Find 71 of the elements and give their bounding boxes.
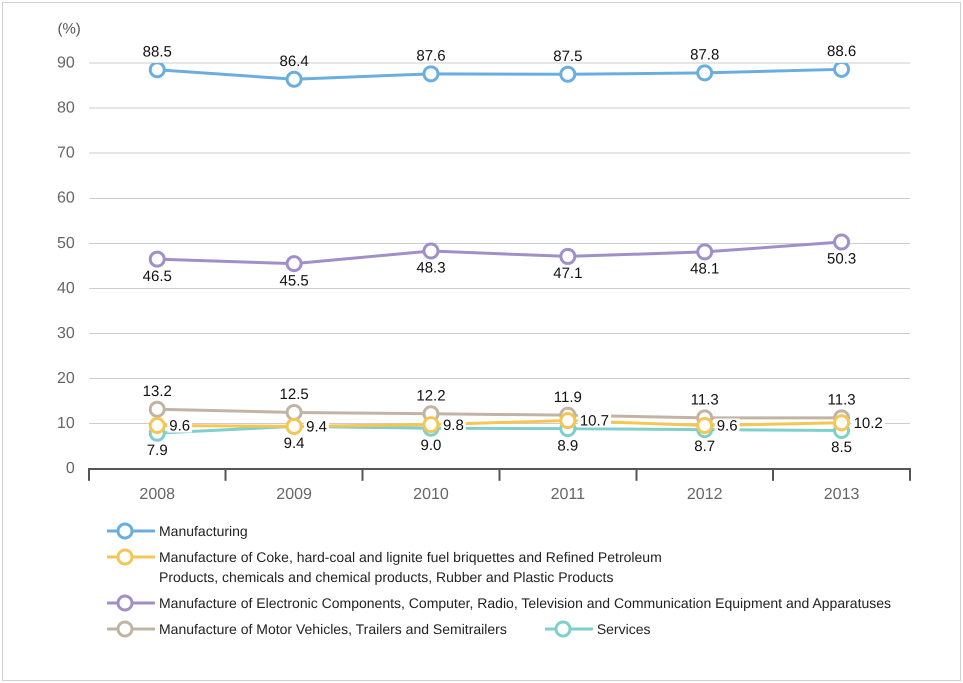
- data-label: 11.9: [554, 388, 582, 406]
- y-tick-label: 90: [57, 54, 75, 72]
- point: [696, 417, 714, 434]
- point: [422, 65, 440, 82]
- y-tick-label: 70: [57, 144, 75, 162]
- legend-label: Manufacture of Coke, hard-coal and lignite fuel briquettes and Refined Petroleum Products, chemicals and chemical products, Rubber and Plastic Products: [159, 548, 663, 587]
- x-tick-label: 2009: [276, 486, 312, 503]
- data-label: 86.4: [279, 52, 309, 70]
- legend-label: Manufacture of Electronic Components, Computer, Radio, Television and Communication Equipment and Apparatuses: [159, 594, 892, 613]
- data-label: 48.1: [690, 260, 720, 278]
- data-label: 46.5: [142, 268, 172, 285]
- data-label: 11.3: [690, 391, 719, 408]
- point: [833, 63, 850, 78]
- legend-label: Manufacture of Motor Vehicles, Trailers and Semitrailers: [159, 620, 507, 639]
- data-label: 7.9: [146, 442, 168, 459]
- point: [833, 234, 850, 251]
- data-label: 47.1: [553, 265, 582, 282]
- y-tick-label: 10: [57, 415, 75, 432]
- data-label: 9.0: [420, 436, 442, 454]
- point: [286, 70, 303, 88]
- data-label: 88.5: [142, 43, 172, 60]
- data-label: 13.2: [142, 382, 172, 400]
- data-label: 45.5: [279, 272, 309, 290]
- point: [696, 64, 714, 82]
- legend-label: Services: [596, 620, 650, 639]
- data-label: 11.3: [828, 391, 856, 408]
- point: [148, 63, 166, 78]
- point: [559, 66, 576, 83]
- data-label: 87.8: [690, 46, 720, 64]
- point: [286, 404, 303, 421]
- data-label: 48.3: [416, 260, 446, 277]
- y-tick-label: 60: [57, 190, 75, 207]
- y-tick-label: 0: [66, 460, 75, 478]
- point: [286, 255, 303, 272]
- y-tick-label: 30: [57, 324, 75, 342]
- x-tick-label: 2011: [550, 486, 586, 503]
- data-label: 9.8: [442, 416, 464, 434]
- data-label: 9.4: [284, 435, 305, 452]
- point: [422, 242, 440, 260]
- point: [148, 250, 166, 268]
- y-tick-label: 20: [57, 370, 75, 388]
- point: [559, 248, 576, 265]
- data-label: 9.6: [169, 418, 190, 435]
- point: [148, 417, 166, 434]
- data-label: 12.2: [416, 387, 446, 404]
- data-label: 12.5: [279, 386, 309, 404]
- data-label: 9.4: [306, 418, 327, 436]
- data-label: 9.6: [716, 418, 738, 435]
- data-label: 8.9: [557, 437, 578, 454]
- point: [696, 243, 714, 260]
- data-label: 10.7: [580, 412, 610, 430]
- y-axis-title: (%): [57, 20, 81, 38]
- x-tick-label: 2010: [413, 486, 449, 503]
- data-label: 10.2: [854, 414, 883, 432]
- point: [422, 416, 440, 434]
- x-tick-label: 2008: [139, 486, 176, 503]
- y-tick-label: 50: [57, 234, 75, 252]
- y-tick-label: 80: [57, 99, 75, 116]
- data-label: 88.6: [826, 42, 856, 60]
- data-label: 87.6: [416, 47, 446, 64]
- x-tick-label: 2012: [686, 486, 723, 503]
- y-tick-label: 40: [57, 280, 75, 297]
- data-label: 50.3: [826, 250, 856, 268]
- point: [833, 414, 850, 432]
- data-label: 87.5: [553, 48, 582, 65]
- point: [559, 412, 576, 430]
- data-label: 8.5: [831, 439, 852, 456]
- data-label: 8.7: [694, 438, 716, 456]
- legend-label: Manufacturing: [159, 522, 248, 541]
- point: [148, 400, 166, 418]
- x-tick-label: 2013: [824, 486, 860, 503]
